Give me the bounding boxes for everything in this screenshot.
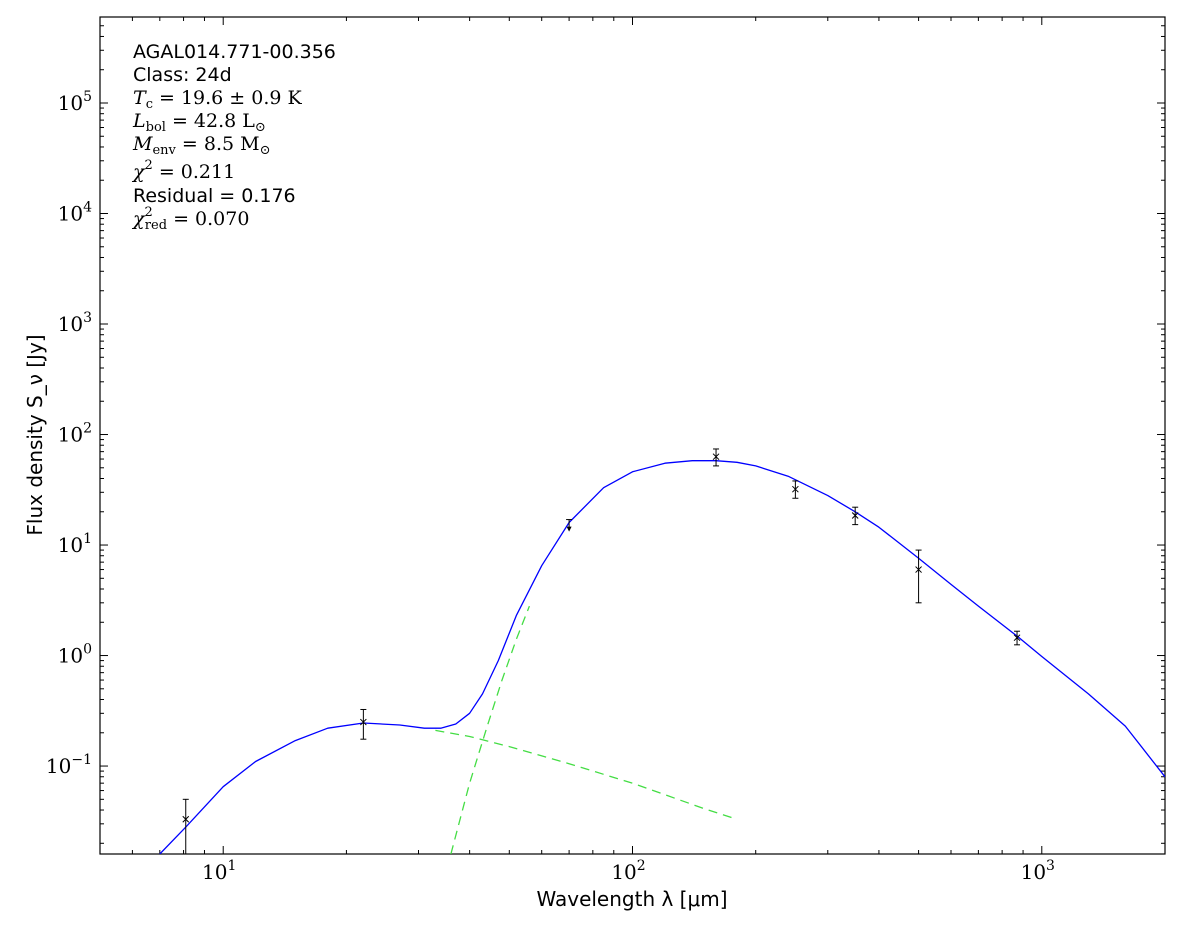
class-label: Class: 24d bbox=[133, 64, 232, 86]
y-tick-label: 102 bbox=[58, 421, 92, 447]
data-point-marker bbox=[360, 718, 367, 726]
y-tick-label: 10−1 bbox=[46, 752, 92, 778]
x-tick-label: 101 bbox=[202, 858, 236, 884]
envelope-mass-label: Menv = 8.5 M⊙ bbox=[132, 133, 271, 158]
y-tick-label-exponent: −1 bbox=[71, 752, 92, 768]
y-tick-label: 100 bbox=[58, 642, 92, 668]
y-tick-label-base: 10 bbox=[58, 91, 83, 115]
data-point-marker bbox=[851, 512, 859, 519]
y-tick-label-base: 10 bbox=[58, 644, 83, 668]
model-total-line bbox=[159, 460, 1165, 854]
y-tick-label-base: 10 bbox=[58, 533, 83, 557]
model-component-line bbox=[435, 729, 738, 820]
data-point-marker bbox=[1013, 634, 1021, 642]
data-point-marker bbox=[915, 566, 922, 573]
x-tick-label-exponent: 2 bbox=[637, 858, 646, 874]
fit-annotations: AGAL014.771-00.356 Class: 24d Tc = 19.6 … bbox=[131, 41, 336, 233]
y-tick-label: 103 bbox=[58, 310, 92, 336]
reduced-chi-squared-label: χ2 red = 0.070 bbox=[131, 205, 249, 233]
y-tick-label-exponent: 4 bbox=[83, 200, 92, 216]
data-point-marker bbox=[712, 453, 720, 461]
y-tick-label-exponent: 2 bbox=[83, 421, 92, 437]
y-tick-label: 105 bbox=[58, 89, 92, 115]
upper-limit-arrow bbox=[566, 526, 572, 532]
residual-label: Residual = 0.176 bbox=[133, 185, 296, 207]
y-tick-label-exponent: 5 bbox=[83, 89, 92, 105]
x-tick-label-base: 10 bbox=[1021, 860, 1046, 884]
y-axis-label: Flux density S_ν [Jy] bbox=[23, 334, 47, 535]
model-component-line bbox=[450, 605, 531, 854]
x-tick-labels: 101 102 103 bbox=[202, 858, 1055, 884]
y-tick-label: 104 bbox=[58, 200, 92, 226]
x-tick-label-exponent: 3 bbox=[1046, 858, 1055, 874]
y-tick-label-exponent: 0 bbox=[83, 642, 92, 658]
y-tick-label-base: 10 bbox=[46, 754, 71, 778]
luminosity-label: Lbol = 42.8 L⊙ bbox=[132, 110, 266, 135]
x-tick-label-base: 10 bbox=[611, 860, 636, 884]
data-points bbox=[182, 448, 1021, 854]
series-lines bbox=[159, 460, 1165, 854]
y-tick-label-base: 10 bbox=[58, 202, 83, 226]
y-tick-label-exponent: 1 bbox=[83, 531, 92, 547]
chi-squared-label: χ2 = 0.211 bbox=[131, 158, 235, 183]
source-name: AGAL014.771-00.356 bbox=[133, 41, 336, 63]
y-tick-label-base: 10 bbox=[58, 423, 83, 447]
axis-ticks bbox=[99, 16, 1166, 854]
x-tick-label-base: 10 bbox=[202, 860, 227, 884]
x-axis-label: Wavelength λ [μm] bbox=[536, 887, 727, 911]
data-point-marker bbox=[182, 815, 190, 823]
temperature-label: Tc = 19.6 ± 0.9 K bbox=[133, 87, 303, 112]
y-tick-label-exponent: 3 bbox=[83, 310, 92, 326]
x-tick-label: 102 bbox=[611, 858, 645, 884]
x-tick-label-exponent: 1 bbox=[227, 858, 236, 874]
x-tick-label: 103 bbox=[1021, 858, 1055, 884]
y-tick-label: 101 bbox=[58, 531, 92, 557]
y-tick-label-base: 10 bbox=[58, 312, 83, 336]
data-point-marker bbox=[792, 485, 799, 493]
